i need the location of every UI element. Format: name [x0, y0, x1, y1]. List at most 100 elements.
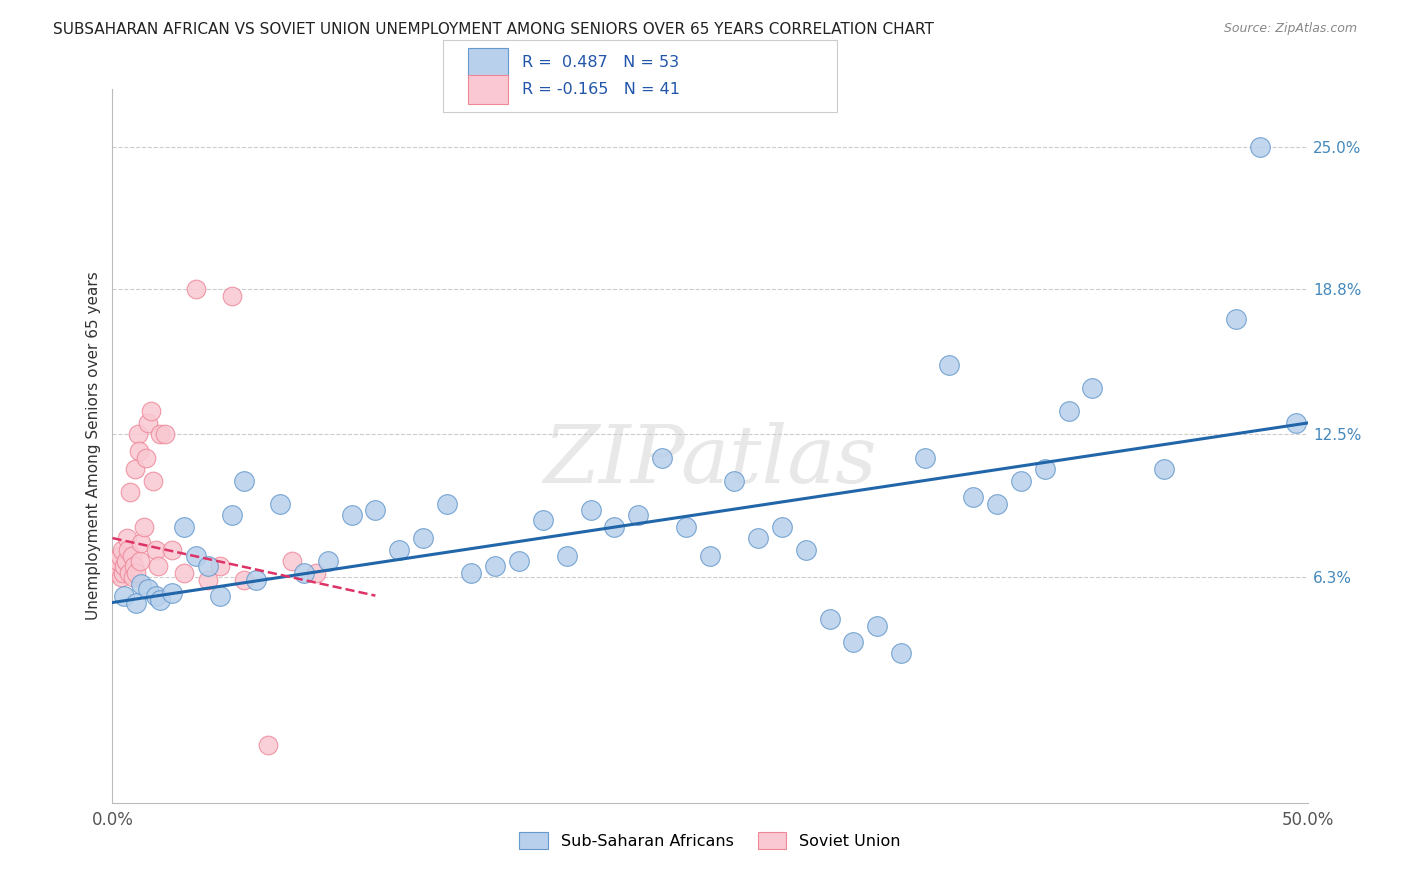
- Point: [117, 542, 139, 557]
- Point: [149, 593, 172, 607]
- Point: [145, 542, 167, 557]
- Point: [221, 508, 243, 522]
- Point: [305, 566, 328, 580]
- Point: [153, 427, 176, 442]
- Point: [340, 508, 363, 522]
- Point: [209, 589, 232, 603]
- Point: [1153, 462, 1175, 476]
- Point: [132, 519, 155, 533]
- Point: [388, 542, 411, 557]
- Point: [281, 554, 304, 568]
- Point: [114, 554, 136, 568]
- Point: [197, 573, 219, 587]
- Point: [118, 566, 141, 580]
- Point: [412, 531, 434, 545]
- Legend: Sub-Saharan Africans, Soviet Union: Sub-Saharan Africans, Soviet Union: [513, 825, 907, 855]
- Point: [484, 558, 506, 573]
- Point: [723, 474, 745, 488]
- Text: SUBSAHARAN AFRICAN VS SOVIET UNION UNEMPLOYMENT AMONG SENIORS OVER 65 YEARS CORR: SUBSAHARAN AFRICAN VS SOVIET UNION UNEMP…: [53, 22, 935, 37]
- Point: [1225, 312, 1247, 326]
- Point: [114, 589, 135, 603]
- Point: [107, 554, 129, 568]
- Point: [221, 289, 243, 303]
- Point: [257, 738, 280, 752]
- Point: [818, 612, 841, 626]
- Point: [890, 646, 912, 660]
- Point: [173, 566, 195, 580]
- Point: [108, 549, 131, 564]
- Point: [120, 485, 142, 500]
- Point: [579, 503, 602, 517]
- Point: [531, 513, 554, 527]
- Point: [699, 549, 721, 564]
- Point: [508, 554, 530, 568]
- Point: [1081, 381, 1104, 395]
- Point: [125, 566, 148, 580]
- Point: [1249, 140, 1271, 154]
- Point: [138, 416, 160, 430]
- Point: [962, 490, 984, 504]
- Text: ZIPatlas: ZIPatlas: [543, 422, 877, 499]
- Point: [938, 359, 960, 373]
- Point: [1010, 474, 1032, 488]
- Point: [1285, 416, 1308, 430]
- Point: [436, 497, 458, 511]
- Point: [627, 508, 650, 522]
- Point: [186, 283, 208, 297]
- Point: [105, 558, 128, 573]
- Point: [186, 549, 208, 564]
- Point: [112, 566, 135, 580]
- Point: [135, 450, 157, 465]
- Point: [292, 566, 315, 580]
- Point: [145, 589, 167, 603]
- Point: [129, 577, 152, 591]
- Point: [603, 519, 626, 533]
- Point: [269, 497, 291, 511]
- Point: [110, 570, 132, 584]
- Point: [197, 558, 219, 573]
- Point: [173, 519, 195, 533]
- Y-axis label: Unemployment Among Seniors over 65 years: Unemployment Among Seniors over 65 years: [86, 272, 101, 620]
- Point: [124, 462, 146, 476]
- Point: [866, 618, 889, 632]
- Point: [162, 586, 183, 600]
- Point: [149, 427, 172, 442]
- Point: [105, 566, 128, 580]
- Point: [142, 474, 165, 488]
- Point: [555, 549, 578, 564]
- Point: [914, 450, 936, 465]
- Point: [122, 558, 145, 573]
- Point: [162, 542, 183, 557]
- Point: [770, 519, 793, 533]
- Point: [651, 450, 673, 465]
- Point: [129, 554, 152, 568]
- Point: [125, 595, 148, 609]
- Text: R =  0.487   N = 53: R = 0.487 N = 53: [522, 55, 679, 70]
- Point: [1057, 404, 1080, 418]
- Point: [114, 558, 135, 573]
- Point: [146, 558, 169, 573]
- Text: R = -0.165   N = 41: R = -0.165 N = 41: [522, 82, 679, 97]
- Point: [986, 497, 1008, 511]
- Point: [138, 582, 160, 596]
- Point: [127, 427, 149, 442]
- Point: [747, 531, 769, 545]
- Point: [364, 503, 387, 517]
- Point: [111, 542, 134, 557]
- Point: [1033, 462, 1056, 476]
- Point: [794, 542, 817, 557]
- Point: [115, 531, 138, 545]
- Point: [128, 443, 150, 458]
- Point: [209, 558, 232, 573]
- Point: [842, 634, 865, 648]
- Point: [460, 566, 482, 580]
- Point: [245, 573, 267, 587]
- Point: [121, 549, 143, 564]
- Point: [233, 474, 256, 488]
- Point: [316, 554, 339, 568]
- Point: [139, 404, 162, 418]
- Point: [121, 570, 143, 584]
- Point: [129, 535, 152, 549]
- Text: Source: ZipAtlas.com: Source: ZipAtlas.com: [1223, 22, 1357, 36]
- Point: [675, 519, 697, 533]
